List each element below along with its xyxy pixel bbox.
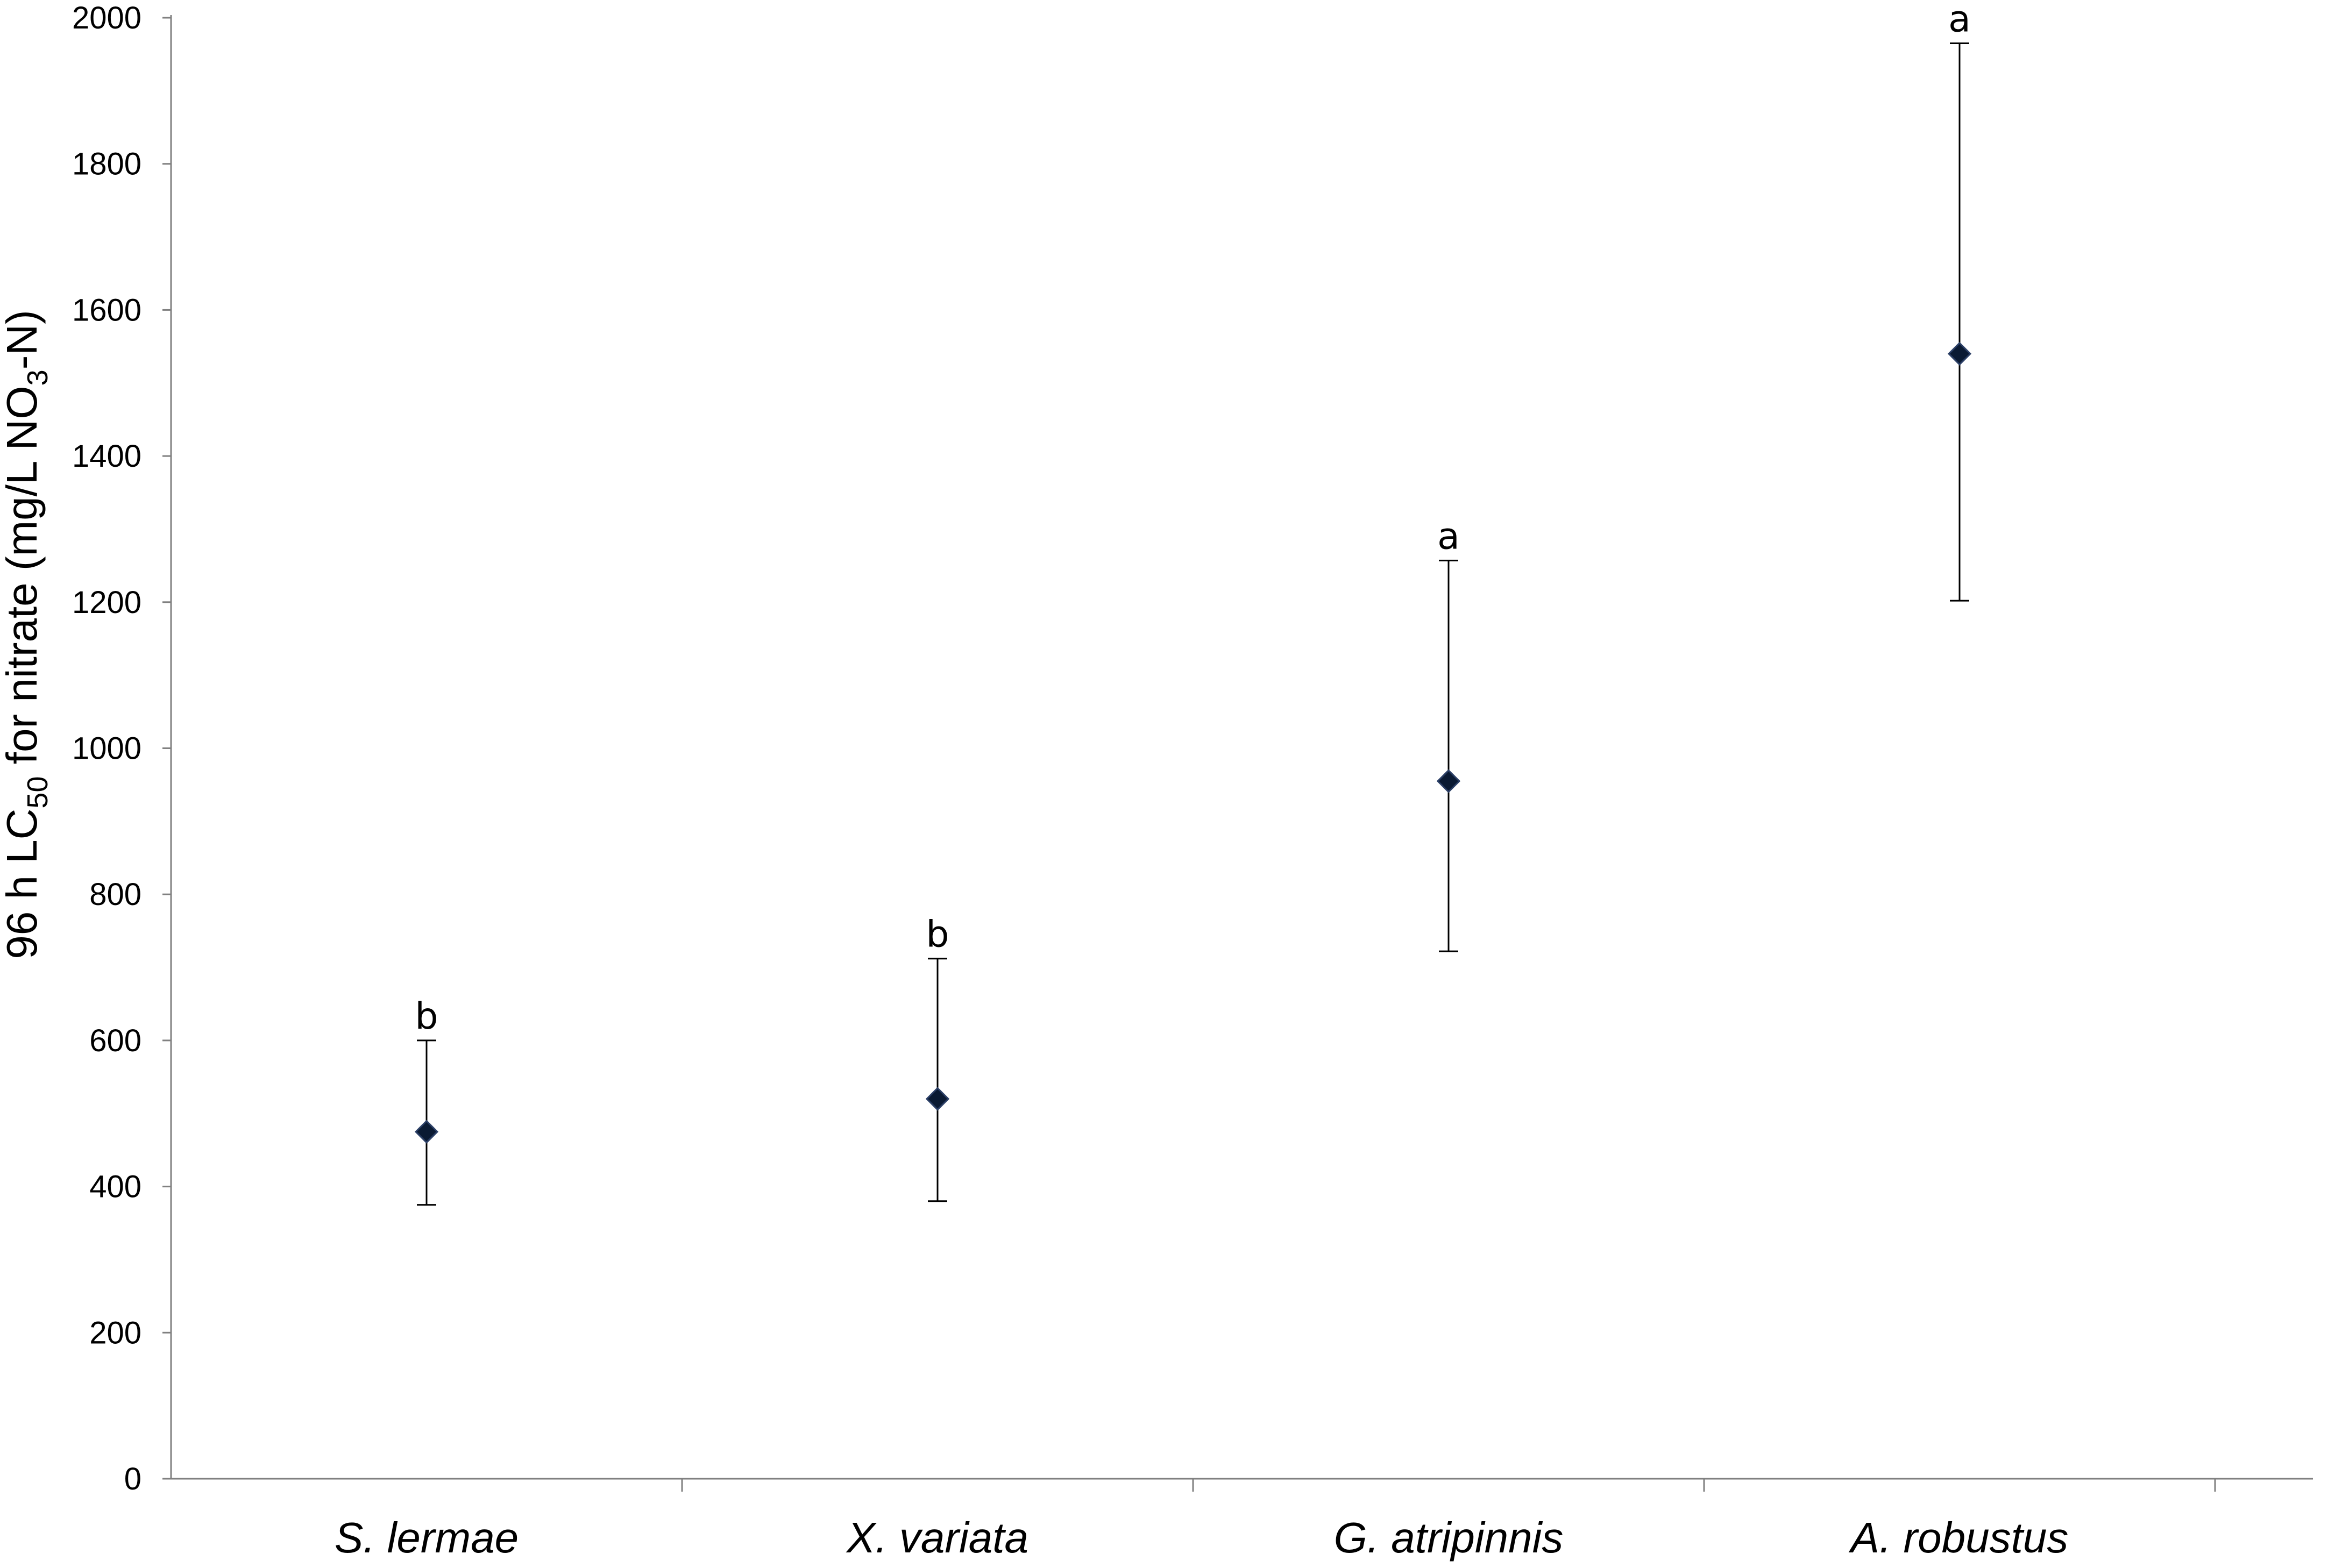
y-tick-label: 600 (89, 1023, 141, 1058)
y-tick-label: 1000 (72, 731, 141, 766)
significance-label: b (926, 914, 949, 956)
data-point (414, 1120, 439, 1144)
significance-label: b (415, 995, 438, 1038)
x-ticks (681, 1479, 2216, 1492)
significance-label: a (1948, 0, 1971, 41)
significance-label: a (1437, 515, 1460, 558)
category-label: A. robustus (1849, 1514, 2069, 1562)
y-axis-label-pre: 96 h LC (0, 809, 46, 959)
y-tick-label: 1400 (72, 439, 141, 474)
error-bars (417, 42, 1969, 1206)
y-axis-label-sub2: 3 (22, 369, 54, 386)
y-axis-label-mid: for nitrate (mg/L NO (0, 386, 46, 776)
y-axis-label: 96 h LC50 for nitrate (mg/L NO3-N) (0, 310, 54, 959)
category-label: X. variata (846, 1514, 1028, 1562)
y-tick-label: 0 (124, 1462, 141, 1496)
y-tick-label: 400 (89, 1170, 141, 1204)
data-point (1436, 769, 1461, 793)
y-tick-label: 1800 (72, 147, 141, 182)
y-tick-label: 1200 (72, 585, 141, 620)
category-label: S. lermae (335, 1514, 519, 1562)
data-point (1947, 341, 1972, 366)
data-points (414, 341, 1972, 1144)
data-point (925, 1087, 950, 1111)
axes (170, 15, 2313, 1480)
y-axis-label-sub1: 50 (22, 776, 54, 808)
y-axis-label-post: -N) (0, 310, 46, 369)
y-tick-label: 1600 (72, 293, 141, 327)
y-tick-label: 200 (89, 1315, 141, 1350)
y-tick-label: 800 (89, 877, 141, 912)
category-labels: S. lermae X. variata G. atripinnis A. robus… (335, 1514, 2069, 1562)
y-ticks: 0 200 400 600 800 1000 1200 1400 1600 1800 2000 (72, 1, 171, 1496)
y-tick-label: 2000 (72, 1, 141, 35)
category-label: G. atripinnis (1334, 1514, 1564, 1562)
significance-labels: b b a a (415, 0, 1970, 1038)
